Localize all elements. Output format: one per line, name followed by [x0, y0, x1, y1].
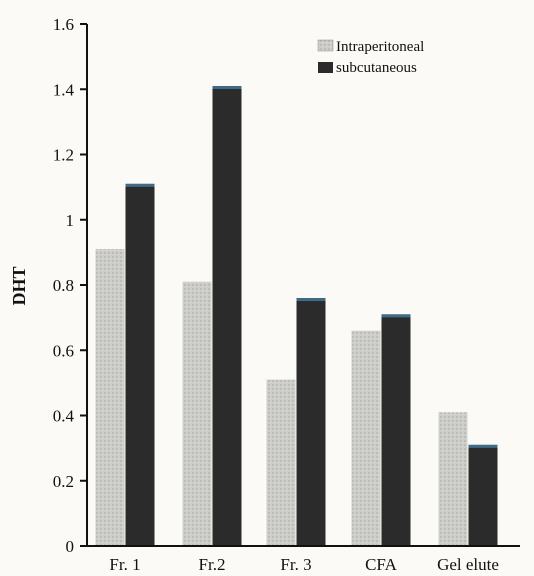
x-tick-label: Fr. 3	[280, 555, 311, 574]
y-tick-label: 0.8	[53, 276, 74, 295]
y-tick-label: 1	[66, 211, 75, 230]
x-tick-label: CFA	[365, 555, 398, 574]
bar-intraperitoneal	[266, 379, 296, 546]
x-axis-tick-labels: Fr. 1 Fr.2 Fr. 3 CFA Gel elute	[109, 555, 499, 574]
bar-top-highlight	[468, 444, 498, 448]
bar-subcutaneous	[296, 298, 326, 546]
bar-subcutaneous	[468, 444, 498, 546]
bar-top-highlight	[296, 298, 326, 302]
legend-label-intraperitoneal: Intraperitoneal	[336, 39, 424, 55]
bar-subcutaneous	[125, 183, 155, 547]
bar-subcutaneous	[381, 314, 411, 546]
legend-label-subcutaneous: subcutaneous	[336, 60, 417, 76]
bar-intraperitoneal	[438, 412, 468, 546]
bar-top-highlight	[212, 85, 242, 89]
y-tick-label: 0	[66, 537, 75, 556]
bar-subcutaneous	[212, 85, 242, 547]
bar-intraperitoneal	[351, 330, 381, 546]
y-axis-title: DHT	[9, 266, 29, 305]
y-tick-label: 1.4	[53, 80, 75, 99]
bar-intraperitoneal	[182, 281, 212, 546]
x-tick-label: Fr.2	[199, 555, 226, 574]
bar-top-highlight	[381, 314, 411, 318]
y-tick-label: 0.4	[53, 407, 75, 426]
y-tick-label: 0.2	[53, 472, 74, 491]
legend: Intraperitoneal subcutaneous	[317, 39, 424, 76]
bar-intraperitoneal	[95, 249, 125, 547]
y-tick-label: 0.6	[53, 341, 74, 360]
y-tick-label: 1.2	[53, 146, 74, 165]
y-tick-label: 1.6	[53, 15, 74, 34]
legend-swatch-intraperitoneal	[317, 39, 334, 52]
bar-top-highlight	[125, 183, 155, 187]
x-tick-label: Fr. 1	[109, 555, 140, 574]
y-axis-ticks: 0 0.2 0.4 0.6 0.8 1 1.2 1.4 1.6	[53, 15, 87, 556]
bar-series-group	[95, 85, 498, 547]
legend-swatch-subcutaneous	[318, 62, 333, 73]
x-tick-label: Gel elute	[437, 555, 499, 574]
